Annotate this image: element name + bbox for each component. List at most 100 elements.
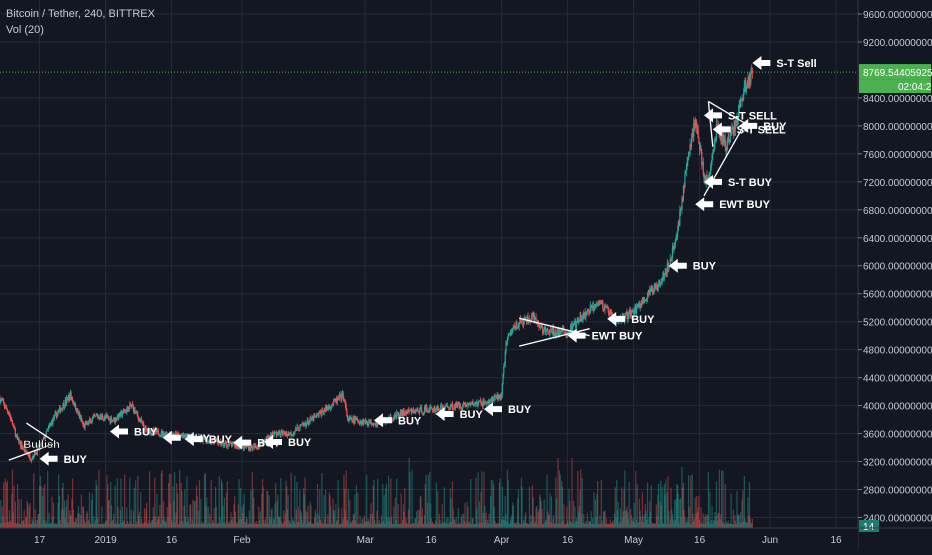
candle-body: [632, 310, 634, 312]
candle-body: [89, 419, 91, 421]
candle-body: [340, 394, 342, 400]
volume-bar: [138, 511, 140, 528]
candle-body: [662, 273, 664, 278]
annotation-label: S-T SELL: [728, 110, 777, 122]
volume-bar: [575, 517, 577, 528]
volume-bar: [377, 478, 379, 528]
volume-bar: [297, 522, 299, 528]
candle-body: [495, 397, 498, 398]
volume-bar: [90, 523, 92, 528]
volume-bar: [589, 522, 591, 528]
volume-bar: [532, 496, 534, 528]
volume-bar: [682, 482, 685, 528]
volume-bar: [479, 522, 481, 528]
volume-bar: [339, 523, 341, 528]
volume-bar: [466, 501, 468, 528]
candle-body: [512, 328, 514, 333]
candle-body: [232, 442, 234, 444]
volume-bar: [309, 501, 311, 528]
volume-bar: [490, 479, 492, 528]
symbol-title: Bitcoin / Tether, 240, BITTREX: [6, 8, 155, 20]
volume-bar: [94, 520, 96, 528]
time-axis-bg: [0, 528, 858, 550]
annotation-label: BUY: [288, 437, 312, 449]
candle-body: [406, 412, 408, 414]
volume-bar: [404, 522, 407, 528]
volume-bar: [311, 523, 313, 528]
candle-body: [734, 125, 736, 130]
candle-body: [376, 422, 378, 426]
volume-bar: [633, 502, 635, 528]
volume-bar: [686, 517, 688, 528]
candle-body: [453, 406, 455, 410]
volume-bar: [264, 518, 267, 528]
time-tick-label: 16: [166, 535, 178, 546]
volume-bar: [549, 493, 551, 528]
volume-bar: [455, 516, 457, 528]
candle-body: [518, 322, 520, 327]
volume-bar: [436, 523, 438, 528]
volume-bar: [51, 496, 53, 528]
candle-body: [496, 394, 498, 398]
left-arrow-icon: [695, 197, 714, 212]
candle-body: [536, 323, 538, 325]
volume-bar: [607, 523, 609, 528]
candle-body: [470, 404, 472, 406]
candle-body: [461, 408, 463, 410]
candle-body: [439, 408, 441, 411]
volume-bar: [294, 523, 297, 528]
volume-bar: [233, 504, 235, 528]
volume-bar: [553, 515, 555, 528]
candle-body: [261, 443, 264, 445]
candle-body: [696, 124, 698, 128]
volume-bar: [237, 523, 239, 528]
candle-body: [330, 406, 332, 409]
candle-body: [214, 440, 216, 444]
candle-body: [259, 444, 261, 447]
volume-bar: [247, 523, 249, 528]
volume-bar: [322, 523, 324, 528]
candle-body: [288, 432, 290, 436]
volume-bar: [679, 499, 681, 528]
candle-body: [743, 92, 745, 101]
annotation-marker: BUY: [607, 311, 655, 326]
candle-body: [76, 408, 78, 412]
candle-body: [251, 446, 253, 450]
time-tick-label: 16: [694, 535, 706, 546]
candle-body: [609, 311, 611, 313]
volume-bar: [385, 483, 388, 528]
volume-bar: [242, 512, 244, 528]
volume-bar: [588, 520, 590, 528]
volume-bar: [546, 474, 548, 528]
volume-bar: [364, 521, 366, 528]
candle-body: [748, 77, 750, 87]
volume-bar: [543, 499, 545, 528]
volume-bar: [308, 522, 310, 528]
candle-body: [463, 402, 465, 405]
volume-bar: [239, 487, 242, 528]
candle-body: [401, 410, 403, 416]
candle-body: [217, 443, 220, 445]
volume-bar: [334, 523, 336, 528]
volume-indicator-label[interactable]: Vol (20): [6, 24, 44, 36]
candle-body: [520, 321, 522, 322]
candle-body: [602, 301, 604, 308]
volume-bar: [499, 478, 501, 528]
candle-body: [69, 395, 71, 400]
candle-body: [582, 313, 584, 320]
left-arrow-icon: [712, 122, 731, 137]
candle-body: [36, 452, 38, 454]
candle-body: [79, 415, 81, 420]
volume-bar: [423, 523, 425, 528]
volume-bar: [344, 510, 346, 528]
candle-body: [231, 442, 234, 447]
candle-body: [450, 404, 452, 408]
volume-bar: [99, 523, 101, 528]
volume-bar: [295, 509, 297, 528]
candle-body: [14, 429, 16, 437]
price-tick-label: 8400.00000000: [863, 94, 932, 105]
candle-body: [508, 334, 510, 336]
candle-body: [611, 312, 613, 315]
